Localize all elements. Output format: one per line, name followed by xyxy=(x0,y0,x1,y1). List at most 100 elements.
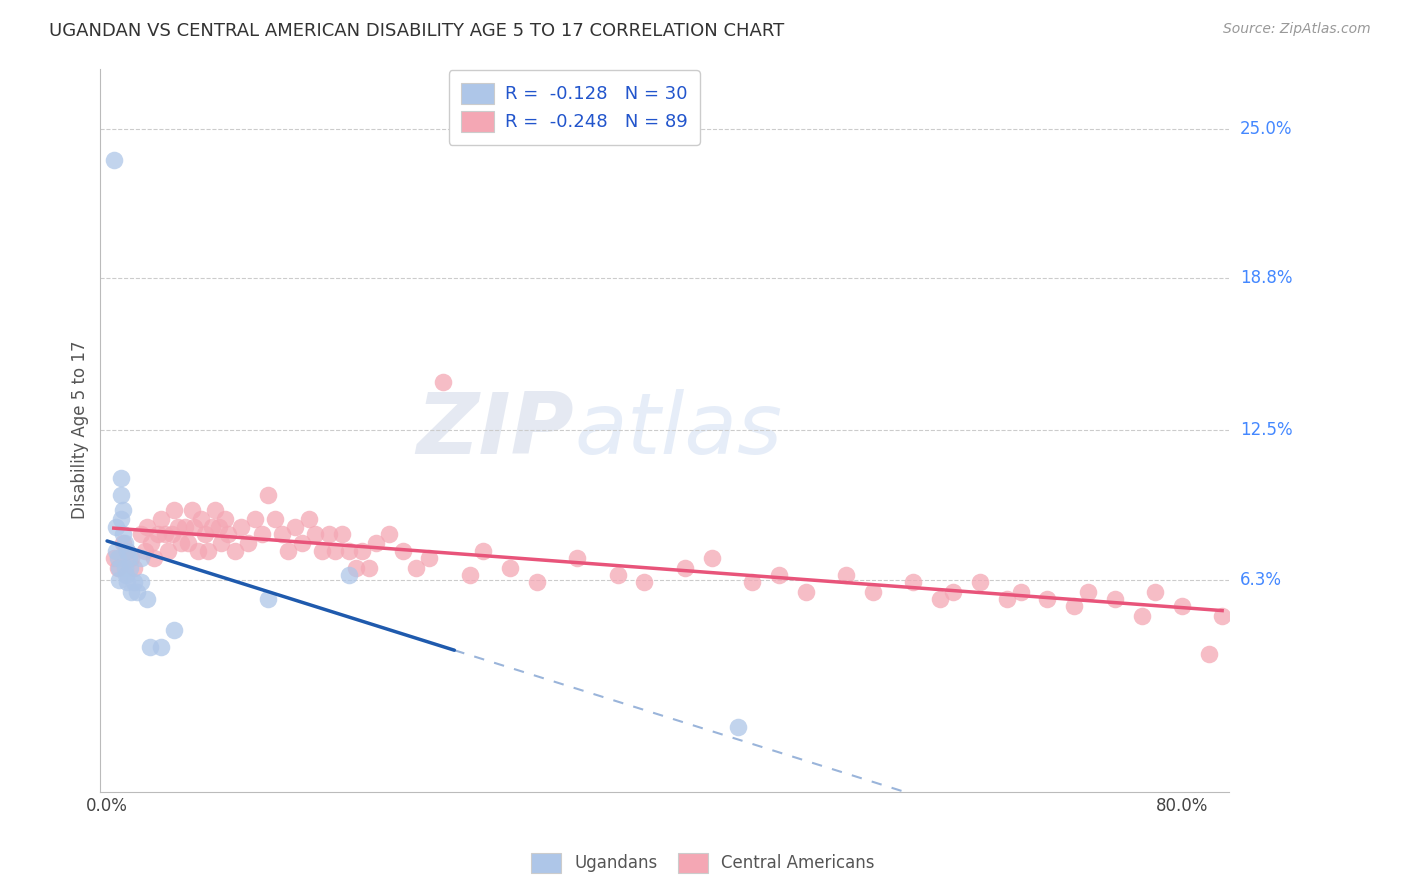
Point xyxy=(277,543,299,558)
Text: 6.3%: 6.3% xyxy=(1240,571,1282,589)
Point xyxy=(231,519,253,533)
Point xyxy=(125,584,148,599)
Point xyxy=(526,574,548,589)
Point xyxy=(167,519,190,533)
Point xyxy=(112,502,135,516)
Point xyxy=(418,550,440,565)
Point xyxy=(174,519,197,533)
Point xyxy=(108,573,131,587)
Text: ZIP: ZIP xyxy=(416,389,574,472)
Point xyxy=(176,536,198,550)
Point xyxy=(141,536,163,550)
Point xyxy=(134,543,156,558)
Point xyxy=(673,560,696,574)
Point xyxy=(257,488,280,502)
Point xyxy=(163,623,186,637)
Point xyxy=(139,640,162,654)
Point xyxy=(149,512,172,526)
Point xyxy=(727,720,749,734)
Point xyxy=(352,543,374,558)
Point xyxy=(107,560,129,574)
Point xyxy=(209,536,232,550)
Point xyxy=(700,550,723,565)
Text: UGANDAN VS CENTRAL AMERICAN DISABILITY AGE 5 TO 17 CORRELATION CHART: UGANDAN VS CENTRAL AMERICAN DISABILITY A… xyxy=(49,22,785,40)
Point xyxy=(1198,648,1220,662)
Point xyxy=(224,543,246,558)
Point xyxy=(337,567,360,582)
Point xyxy=(114,560,136,574)
Point xyxy=(129,526,152,541)
Point xyxy=(1063,599,1085,613)
Point xyxy=(149,640,172,654)
Point xyxy=(325,543,347,558)
Point xyxy=(197,543,219,558)
Point xyxy=(995,591,1018,606)
Point xyxy=(1104,591,1126,606)
Point xyxy=(391,543,413,558)
Point xyxy=(105,519,128,533)
Point xyxy=(1143,584,1166,599)
Point xyxy=(1130,608,1153,623)
Point xyxy=(115,543,138,558)
Point xyxy=(115,543,138,558)
Point xyxy=(472,543,495,558)
Point xyxy=(929,591,952,606)
Point xyxy=(499,560,522,574)
Point xyxy=(180,502,202,516)
Point xyxy=(108,560,131,574)
Point xyxy=(217,526,239,541)
Text: atlas: atlas xyxy=(574,389,782,472)
Point xyxy=(458,567,481,582)
Text: Source: ZipAtlas.com: Source: ZipAtlas.com xyxy=(1223,22,1371,37)
Point xyxy=(270,526,292,541)
Point xyxy=(129,574,152,589)
Point xyxy=(337,543,360,558)
Point xyxy=(1036,591,1059,606)
Point xyxy=(1171,599,1194,613)
Point xyxy=(160,526,183,541)
Point xyxy=(250,526,273,541)
Point xyxy=(110,471,132,485)
Point xyxy=(122,574,145,589)
Point xyxy=(115,567,138,582)
Point xyxy=(103,153,125,168)
Point xyxy=(330,526,353,541)
Point xyxy=(378,526,401,541)
Point xyxy=(257,591,280,606)
Point xyxy=(357,560,380,574)
Point xyxy=(1077,584,1099,599)
Point xyxy=(156,543,179,558)
Text: 25.0%: 25.0% xyxy=(1240,120,1292,137)
Point xyxy=(1211,608,1233,623)
Point xyxy=(122,560,145,574)
Point xyxy=(129,550,152,565)
Point xyxy=(344,560,367,574)
Point xyxy=(117,550,139,565)
Point xyxy=(794,584,817,599)
Point xyxy=(120,550,142,565)
Point xyxy=(741,574,763,589)
Point xyxy=(606,567,628,582)
Point xyxy=(969,574,991,589)
Text: 12.5%: 12.5% xyxy=(1240,421,1292,439)
Point xyxy=(567,550,589,565)
Legend: Ugandans, Central Americans: Ugandans, Central Americans xyxy=(524,847,882,880)
Y-axis label: Disability Age 5 to 17: Disability Age 5 to 17 xyxy=(72,341,89,519)
Point xyxy=(204,502,226,516)
Point xyxy=(364,536,387,550)
Point xyxy=(163,502,186,516)
Point xyxy=(136,591,159,606)
Point xyxy=(862,584,884,599)
Point xyxy=(304,526,326,541)
Point xyxy=(112,536,135,550)
Point xyxy=(112,526,135,541)
Point xyxy=(170,536,193,550)
Point xyxy=(236,536,259,550)
Point xyxy=(183,519,205,533)
Point xyxy=(207,519,229,533)
Point xyxy=(1010,584,1032,599)
Point xyxy=(405,560,427,574)
Point xyxy=(264,512,287,526)
Point xyxy=(187,543,209,558)
Point xyxy=(835,567,858,582)
